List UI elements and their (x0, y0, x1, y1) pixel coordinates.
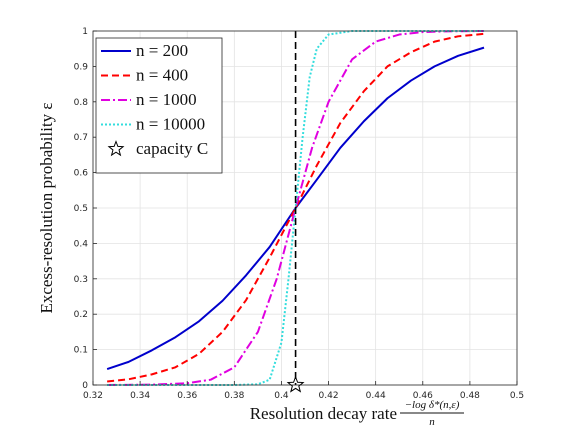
y-tick-label: 0 (82, 381, 88, 391)
x-tick-label: 0.4 (274, 391, 289, 401)
x-axis-label-numerator: −log δ*(n,ε) (405, 399, 460, 411)
legend-label-0: n = 200 (136, 41, 188, 60)
y-tick-label: 0.8 (74, 98, 89, 108)
x-tick-label: 0.46 (413, 391, 433, 401)
series-line-1 (107, 32, 485, 383)
capacity-layer (286, 31, 305, 393)
capacity-marker (286, 375, 305, 393)
x-tick-label: 0.44 (366, 391, 386, 401)
y-tick-label: 0.7 (74, 133, 88, 143)
legend: n = 200 n = 400 n = 1000 n = 10000 capacity … (95, 37, 223, 174)
y-tick-label: 0.9 (74, 62, 89, 72)
x-axis-label-denominator: n (429, 416, 435, 428)
x-tick-label: 0.34 (130, 391, 150, 401)
ticks: 0.32 0.34 0.36 0.38 0.4 0.42 0.44 0.46 0.48 0.5 0 0… (74, 27, 524, 401)
x-tick-label: 0.42 (319, 391, 339, 401)
legend-box (95, 37, 223, 174)
y-tick-label: 0.3 (74, 275, 88, 285)
y-tick-label: 0.2 (74, 310, 88, 320)
x-tick-label: 0.48 (460, 391, 480, 401)
y-axis-label: Excess-resolution probability ε (37, 102, 56, 313)
x-axis-label: Resolution decay rate (250, 404, 397, 423)
y-tick-label: 0.1 (74, 346, 88, 356)
x-tick-label: 0.32 (83, 391, 103, 401)
legend-label-3: n = 10000 (136, 115, 205, 134)
legend-swatch-capacity (107, 140, 125, 157)
x-tick-label: 0.5 (510, 391, 524, 401)
y-tick-label: 0.5 (74, 204, 88, 214)
x-tick-label: 0.36 (177, 391, 197, 401)
y-tick-label: 0.6 (74, 169, 89, 179)
series-line-3 (107, 30, 485, 386)
x-tick-label: 0.38 (224, 391, 244, 401)
legend-label-capacity: capacity C (136, 139, 208, 158)
legend-label-1: n = 400 (136, 66, 188, 85)
legend-label-2: n = 1000 (136, 90, 197, 109)
series-line-2 (107, 30, 485, 386)
y-tick-label: 1 (82, 27, 88, 37)
y-tick-label: 0.4 (74, 239, 89, 249)
